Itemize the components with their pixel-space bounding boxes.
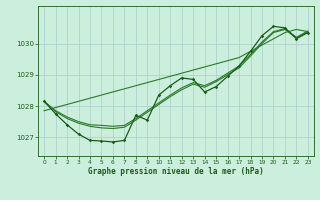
X-axis label: Graphe pression niveau de la mer (hPa): Graphe pression niveau de la mer (hPa) bbox=[88, 167, 264, 176]
